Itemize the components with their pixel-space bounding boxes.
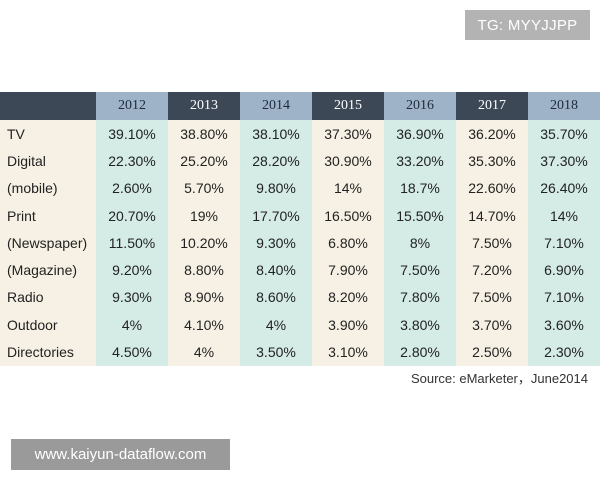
- table-cell: 36.90%: [384, 120, 456, 148]
- header-row: 2012 2013 2014 2015 2016 2017 2018: [0, 92, 600, 120]
- table-cell: 4%: [96, 311, 168, 339]
- table-cell: 35.70%: [528, 120, 600, 148]
- table-cell: 7.90%: [312, 256, 384, 284]
- year-header: 2014: [240, 92, 312, 120]
- table-cell: 17.70%: [240, 201, 312, 230]
- table-row: Digital 22.30% 25.20% 28.20% 30.90% 33.20% 35.…: [0, 147, 600, 175]
- table-cell: 22.60%: [456, 174, 528, 202]
- table-row: (Newspaper) 11.50% 10.20% 9.30% 6.80% 8% 7.50%…: [0, 229, 600, 257]
- watermark: www.kaiyun-dataflow.com: [11, 439, 230, 470]
- table-cell: 4.10%: [168, 311, 240, 339]
- table-cell: 7.50%: [456, 283, 528, 312]
- table-cell: 3.10%: [312, 338, 384, 366]
- table-row: (mobile) 2.60% 5.70% 9.80% 14% 18.7% 22.60% 26.…: [0, 174, 600, 202]
- table-cell: 10.20%: [168, 229, 240, 257]
- table-cell: 14%: [528, 201, 600, 230]
- table-cell: 6.90%: [528, 256, 600, 284]
- table-cell: 14%: [312, 174, 384, 202]
- year-header: 2015: [312, 92, 384, 120]
- table-cell: 7.10%: [528, 283, 600, 312]
- table-cell: 26.40%: [528, 174, 600, 202]
- table-cell: 20.70%: [96, 201, 168, 230]
- table-cell: 3.70%: [456, 311, 528, 339]
- table-cell: 39.10%: [96, 120, 168, 148]
- table-cell: 2.80%: [384, 338, 456, 366]
- row-label: Directories: [0, 338, 96, 366]
- table-cell: 4%: [240, 311, 312, 339]
- table-cell: 8.40%: [240, 256, 312, 284]
- table-cell: 11.50%: [96, 229, 168, 257]
- media-share-table: 2012 2013 2014 2015 2016 2017 2018 TV 39.…: [0, 92, 600, 366]
- row-label: Print: [0, 201, 96, 230]
- table-cell: 19%: [168, 201, 240, 230]
- row-label: TV: [0, 120, 96, 148]
- table-cell: 5.70%: [168, 174, 240, 202]
- row-label: Outdoor: [0, 311, 96, 339]
- table-cell: 6.80%: [312, 229, 384, 257]
- table-cell: 25.20%: [168, 147, 240, 175]
- table-cell: 4.50%: [96, 338, 168, 366]
- table-cell: 9.30%: [240, 229, 312, 257]
- table-cell: 7.10%: [528, 229, 600, 257]
- header-corner: [0, 92, 96, 120]
- table-cell: 9.30%: [96, 283, 168, 312]
- table-cell: 3.60%: [528, 311, 600, 339]
- table-cell: 30.90%: [312, 147, 384, 175]
- table-row: Directories 4.50% 4% 3.50% 3.10% 2.80% 2.50% 2.…: [0, 338, 600, 366]
- table-row: Radio 9.30% 8.90% 8.60% 8.20% 7.80% 7.50% 7.10%: [0, 283, 600, 312]
- table-cell: 3.50%: [240, 338, 312, 366]
- table-row: TV 39.10% 38.80% 38.10% 37.30% 36.90% 36.20% 35…: [0, 120, 600, 148]
- table-cell: 4%: [168, 338, 240, 366]
- row-label: (Newspaper): [0, 229, 96, 257]
- row-label: (mobile): [0, 174, 96, 202]
- row-label: Radio: [0, 283, 96, 312]
- year-header: 2013: [168, 92, 240, 120]
- table-cell: 38.80%: [168, 120, 240, 148]
- table-cell: 14.70%: [456, 201, 528, 230]
- table-cell: 18.7%: [384, 174, 456, 202]
- year-header: 2018: [528, 92, 600, 120]
- table-cell: 3.80%: [384, 311, 456, 339]
- table-row: Print 20.70% 19% 17.70% 16.50% 15.50% 14.70% 14…: [0, 201, 600, 230]
- table-cell: 8.80%: [168, 256, 240, 284]
- table-cell: 3.90%: [312, 311, 384, 339]
- year-header: 2017: [456, 92, 528, 120]
- table-cell: 8.20%: [312, 283, 384, 312]
- year-header: 2016: [384, 92, 456, 120]
- table-cell: 7.50%: [384, 256, 456, 284]
- table-cell: 37.30%: [528, 147, 600, 175]
- table-cell: 8.60%: [240, 283, 312, 312]
- table-cell: 36.20%: [456, 120, 528, 148]
- table-cell: 9.20%: [96, 256, 168, 284]
- table-cell: 7.20%: [456, 256, 528, 284]
- table-row: Outdoor 4% 4.10% 4% 3.90% 3.80% 3.70% 3.60%: [0, 311, 600, 339]
- table-cell: 7.50%: [456, 229, 528, 257]
- table-cell: 8%: [384, 229, 456, 257]
- table-cell: 38.10%: [240, 120, 312, 148]
- table-row: (Magazine) 9.20% 8.80% 8.40% 7.90% 7.50% 7.20%…: [0, 256, 600, 284]
- table-cell: 2.30%: [528, 338, 600, 366]
- table-cell: 8.90%: [168, 283, 240, 312]
- table-cell: 15.50%: [384, 201, 456, 230]
- table-cell: 22.30%: [96, 147, 168, 175]
- table-cell: 37.30%: [312, 120, 384, 148]
- source-note: Source: eMarketer，June2014: [410, 371, 588, 386]
- row-label: (Magazine): [0, 256, 96, 284]
- table-cell: 9.80%: [240, 174, 312, 202]
- year-header: 2012: [96, 92, 168, 120]
- table-cell: 33.20%: [384, 147, 456, 175]
- table-cell: 16.50%: [312, 201, 384, 230]
- table-cell: 35.30%: [456, 147, 528, 175]
- table-cell: 2.50%: [456, 338, 528, 366]
- tg-badge: TG: MYYJJPP: [465, 10, 590, 40]
- table-cell: 7.80%: [384, 283, 456, 312]
- row-label: Digital: [0, 147, 96, 175]
- table-cell: 2.60%: [96, 174, 168, 202]
- table-cell: 28.20%: [240, 147, 312, 175]
